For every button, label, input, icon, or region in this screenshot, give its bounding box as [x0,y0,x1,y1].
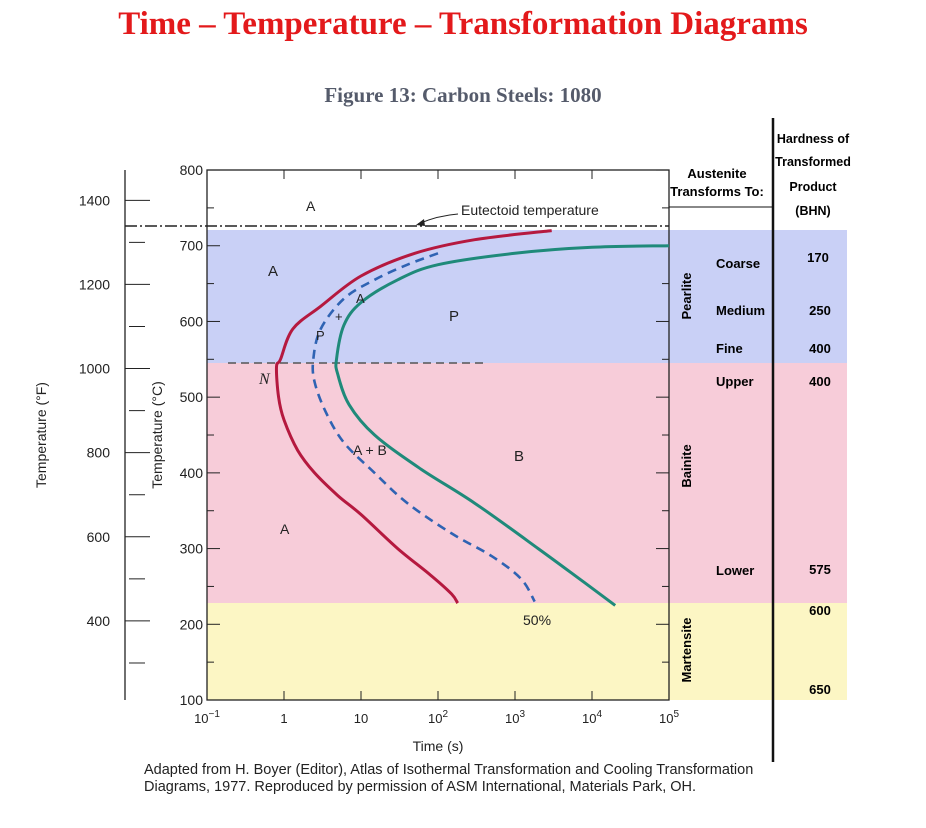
nose-label: N [258,371,271,388]
region-label-austenite-lower: A [280,521,290,537]
x-tick-labels: 10−1 1 10 102 103 104 105 [194,709,679,726]
x-axis-label: Time (s) [413,738,464,754]
page-title: Time – Temperature – Transformation Diag… [118,6,808,42]
fahrenheit-tick-label: 1200 [79,276,110,292]
hardness-header-line4: (BHN) [795,204,830,218]
celsius-tick-label: 500 [180,389,204,405]
phase-label-martensite: Martensite [679,617,694,682]
region-label-austenite-pearlite: A [268,263,278,280]
region-label-austenite-small: A [356,291,365,306]
bhn-martensite-start: 600 [809,603,831,618]
hardness-header-line1: Hardness of [777,132,850,146]
celsius-tick-label: 700 [180,238,204,254]
bhn-upper: 400 [809,374,831,389]
pearlite-band [207,230,847,363]
product-medium: Medium [716,303,765,318]
fahrenheit-ticks [125,199,150,664]
y-axis-label-celsius: Temperature (°C) [149,381,165,489]
figure-title: Figure 13: Carbon Steels: 1080 [324,83,602,107]
fifty-percent-label: 50% [523,612,551,628]
legend-header-line1: Austenite [687,166,746,181]
y-axis-label-fahrenheit: Temperature (°F) [33,382,49,488]
x-tick-label: 105 [659,709,679,726]
eutectoid-arrow-head [416,219,425,226]
x-tick-label: 10−1 [194,709,220,726]
hardness-header-line3: Product [789,180,837,194]
martensite-band [207,603,847,700]
bhn-coarse: 170 [807,250,829,265]
axis-ticks [206,169,670,701]
celsius-tick-label: 800 [180,162,204,178]
product-lower: Lower [716,563,754,578]
x-tick-label: 104 [582,709,602,726]
celsius-tick-label: 400 [180,465,204,481]
celsius-tick-label: 300 [180,541,204,557]
bainite-band [207,363,847,603]
x-tick-label: 102 [428,709,448,726]
region-label-bainite: B [514,448,524,465]
x-tick-label: 103 [505,709,525,726]
region-label-pearlite-small: P [316,328,325,343]
fifty-percent-curve [311,252,536,603]
celsius-tick-label: 100 [180,692,204,708]
phase-label-pearlite: Pearlite [679,273,694,320]
plus-sign: + [335,309,343,324]
bhn-lower: 575 [809,562,831,577]
x-tick-label: 1 [280,711,287,726]
fahrenheit-tick-labels: 400 600 800 1000 1200 1400 [79,192,110,629]
fahrenheit-tick-label: 1000 [79,361,110,377]
region-label-austenite-top: A [306,198,316,214]
transformation-start-curve [274,229,552,604]
product-upper: Upper [716,374,754,389]
legend-header-line2: Transforms To: [670,184,764,199]
bhn-martensite-end: 650 [809,682,831,697]
hardness-header-line2: Transformed [775,155,851,169]
x-tick-label: 10 [354,711,368,726]
product-fine: Fine [716,341,743,356]
eutectoid-label: Eutectoid temperature [461,202,599,218]
fahrenheit-tick-label: 800 [87,445,111,461]
celsius-tick-labels: 100 200 300 400 500 600 700 800 [180,162,204,708]
fahrenheit-tick-label: 600 [87,529,111,545]
transformation-finish-curve [334,244,670,607]
region-label-pearlite: P [449,308,459,325]
bhn-fine: 400 [809,341,831,356]
figure-caption: Adapted from H. Boyer (Editor), Atlas of… [144,762,754,795]
region-label-austenite-bainite: A + B [353,442,387,458]
celsius-tick-label: 200 [180,616,204,632]
bhn-medium: 250 [809,303,831,318]
fahrenheit-tick-label: 1400 [79,192,110,208]
fahrenheit-tick-label: 400 [87,613,111,629]
celsius-tick-label: 600 [180,313,204,329]
phase-label-bainite: Bainite [679,444,694,487]
product-coarse: Coarse [716,256,760,271]
